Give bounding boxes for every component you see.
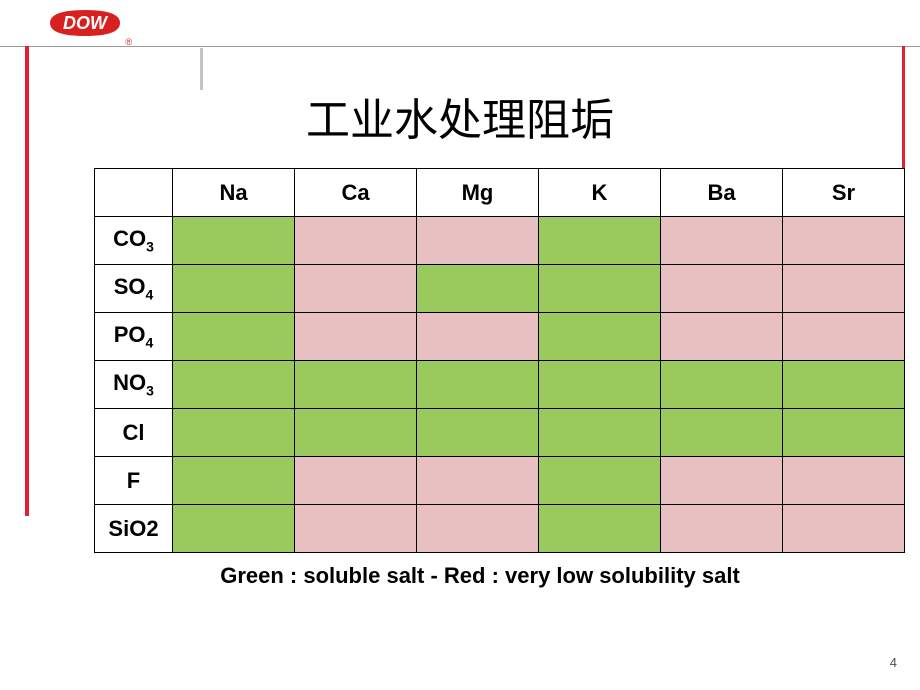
cell-so4-k (539, 265, 661, 313)
cell-co3-mg (417, 217, 539, 265)
row-head-sio2: SiO2 (95, 505, 173, 553)
cell-sio2-ca (295, 505, 417, 553)
cell-cl-k (539, 409, 661, 457)
cell-cl-ba (661, 409, 783, 457)
cell-cl-na (173, 409, 295, 457)
cell-po4-na (173, 313, 295, 361)
cell-no3-ba (661, 361, 783, 409)
cell-sio2-sr (783, 505, 905, 553)
cell-cl-mg (417, 409, 539, 457)
table-corner (95, 169, 173, 217)
cell-sio2-ba (661, 505, 783, 553)
registered-mark: ® (125, 37, 132, 47)
cell-f-na (173, 457, 295, 505)
cell-sio2-na (173, 505, 295, 553)
cell-sio2-k (539, 505, 661, 553)
svg-text:DOW: DOW (63, 13, 109, 33)
col-head-sr: Sr (783, 169, 905, 217)
solubility-table: NaCaMgKBaSr CO3SO4PO4NO3ClFSiO2 (94, 168, 905, 553)
row-head-cl: Cl (95, 409, 173, 457)
row-head-po4: PO4 (95, 313, 173, 361)
cell-so4-mg (417, 265, 539, 313)
cell-po4-ba (661, 313, 783, 361)
row-head-f: F (95, 457, 173, 505)
cell-co3-ba (661, 217, 783, 265)
col-head-ca: Ca (295, 169, 417, 217)
cell-co3-ca (295, 217, 417, 265)
col-head-k: K (539, 169, 661, 217)
cell-cl-sr (783, 409, 905, 457)
table-legend: Green : soluble salt - Red : very low so… (0, 563, 920, 589)
slide-title: 工业水处理阻垢 (0, 84, 920, 148)
cell-cl-ca (295, 409, 417, 457)
col-head-mg: Mg (417, 169, 539, 217)
row-head-so4: SO4 (95, 265, 173, 313)
cell-co3-na (173, 217, 295, 265)
cell-no3-ca (295, 361, 417, 409)
col-head-na: Na (173, 169, 295, 217)
cell-po4-k (539, 313, 661, 361)
cell-so4-sr (783, 265, 905, 313)
cell-po4-sr (783, 313, 905, 361)
cell-so4-ba (661, 265, 783, 313)
page-number: 4 (890, 655, 897, 670)
cell-po4-mg (417, 313, 539, 361)
cell-no3-sr (783, 361, 905, 409)
cell-f-ca (295, 457, 417, 505)
cell-so4-ca (295, 265, 417, 313)
cell-no3-mg (417, 361, 539, 409)
cell-no3-na (173, 361, 295, 409)
cell-sio2-mg (417, 505, 539, 553)
col-head-ba: Ba (661, 169, 783, 217)
cell-f-k (539, 457, 661, 505)
cell-f-mg (417, 457, 539, 505)
divider-top (0, 46, 920, 47)
cell-co3-sr (783, 217, 905, 265)
cell-f-ba (661, 457, 783, 505)
dow-logo: DOW ® (46, 6, 124, 45)
cell-so4-na (173, 265, 295, 313)
cell-co3-k (539, 217, 661, 265)
cell-f-sr (783, 457, 905, 505)
cell-no3-k (539, 361, 661, 409)
cell-po4-ca (295, 313, 417, 361)
row-head-co3: CO3 (95, 217, 173, 265)
row-head-no3: NO3 (95, 361, 173, 409)
